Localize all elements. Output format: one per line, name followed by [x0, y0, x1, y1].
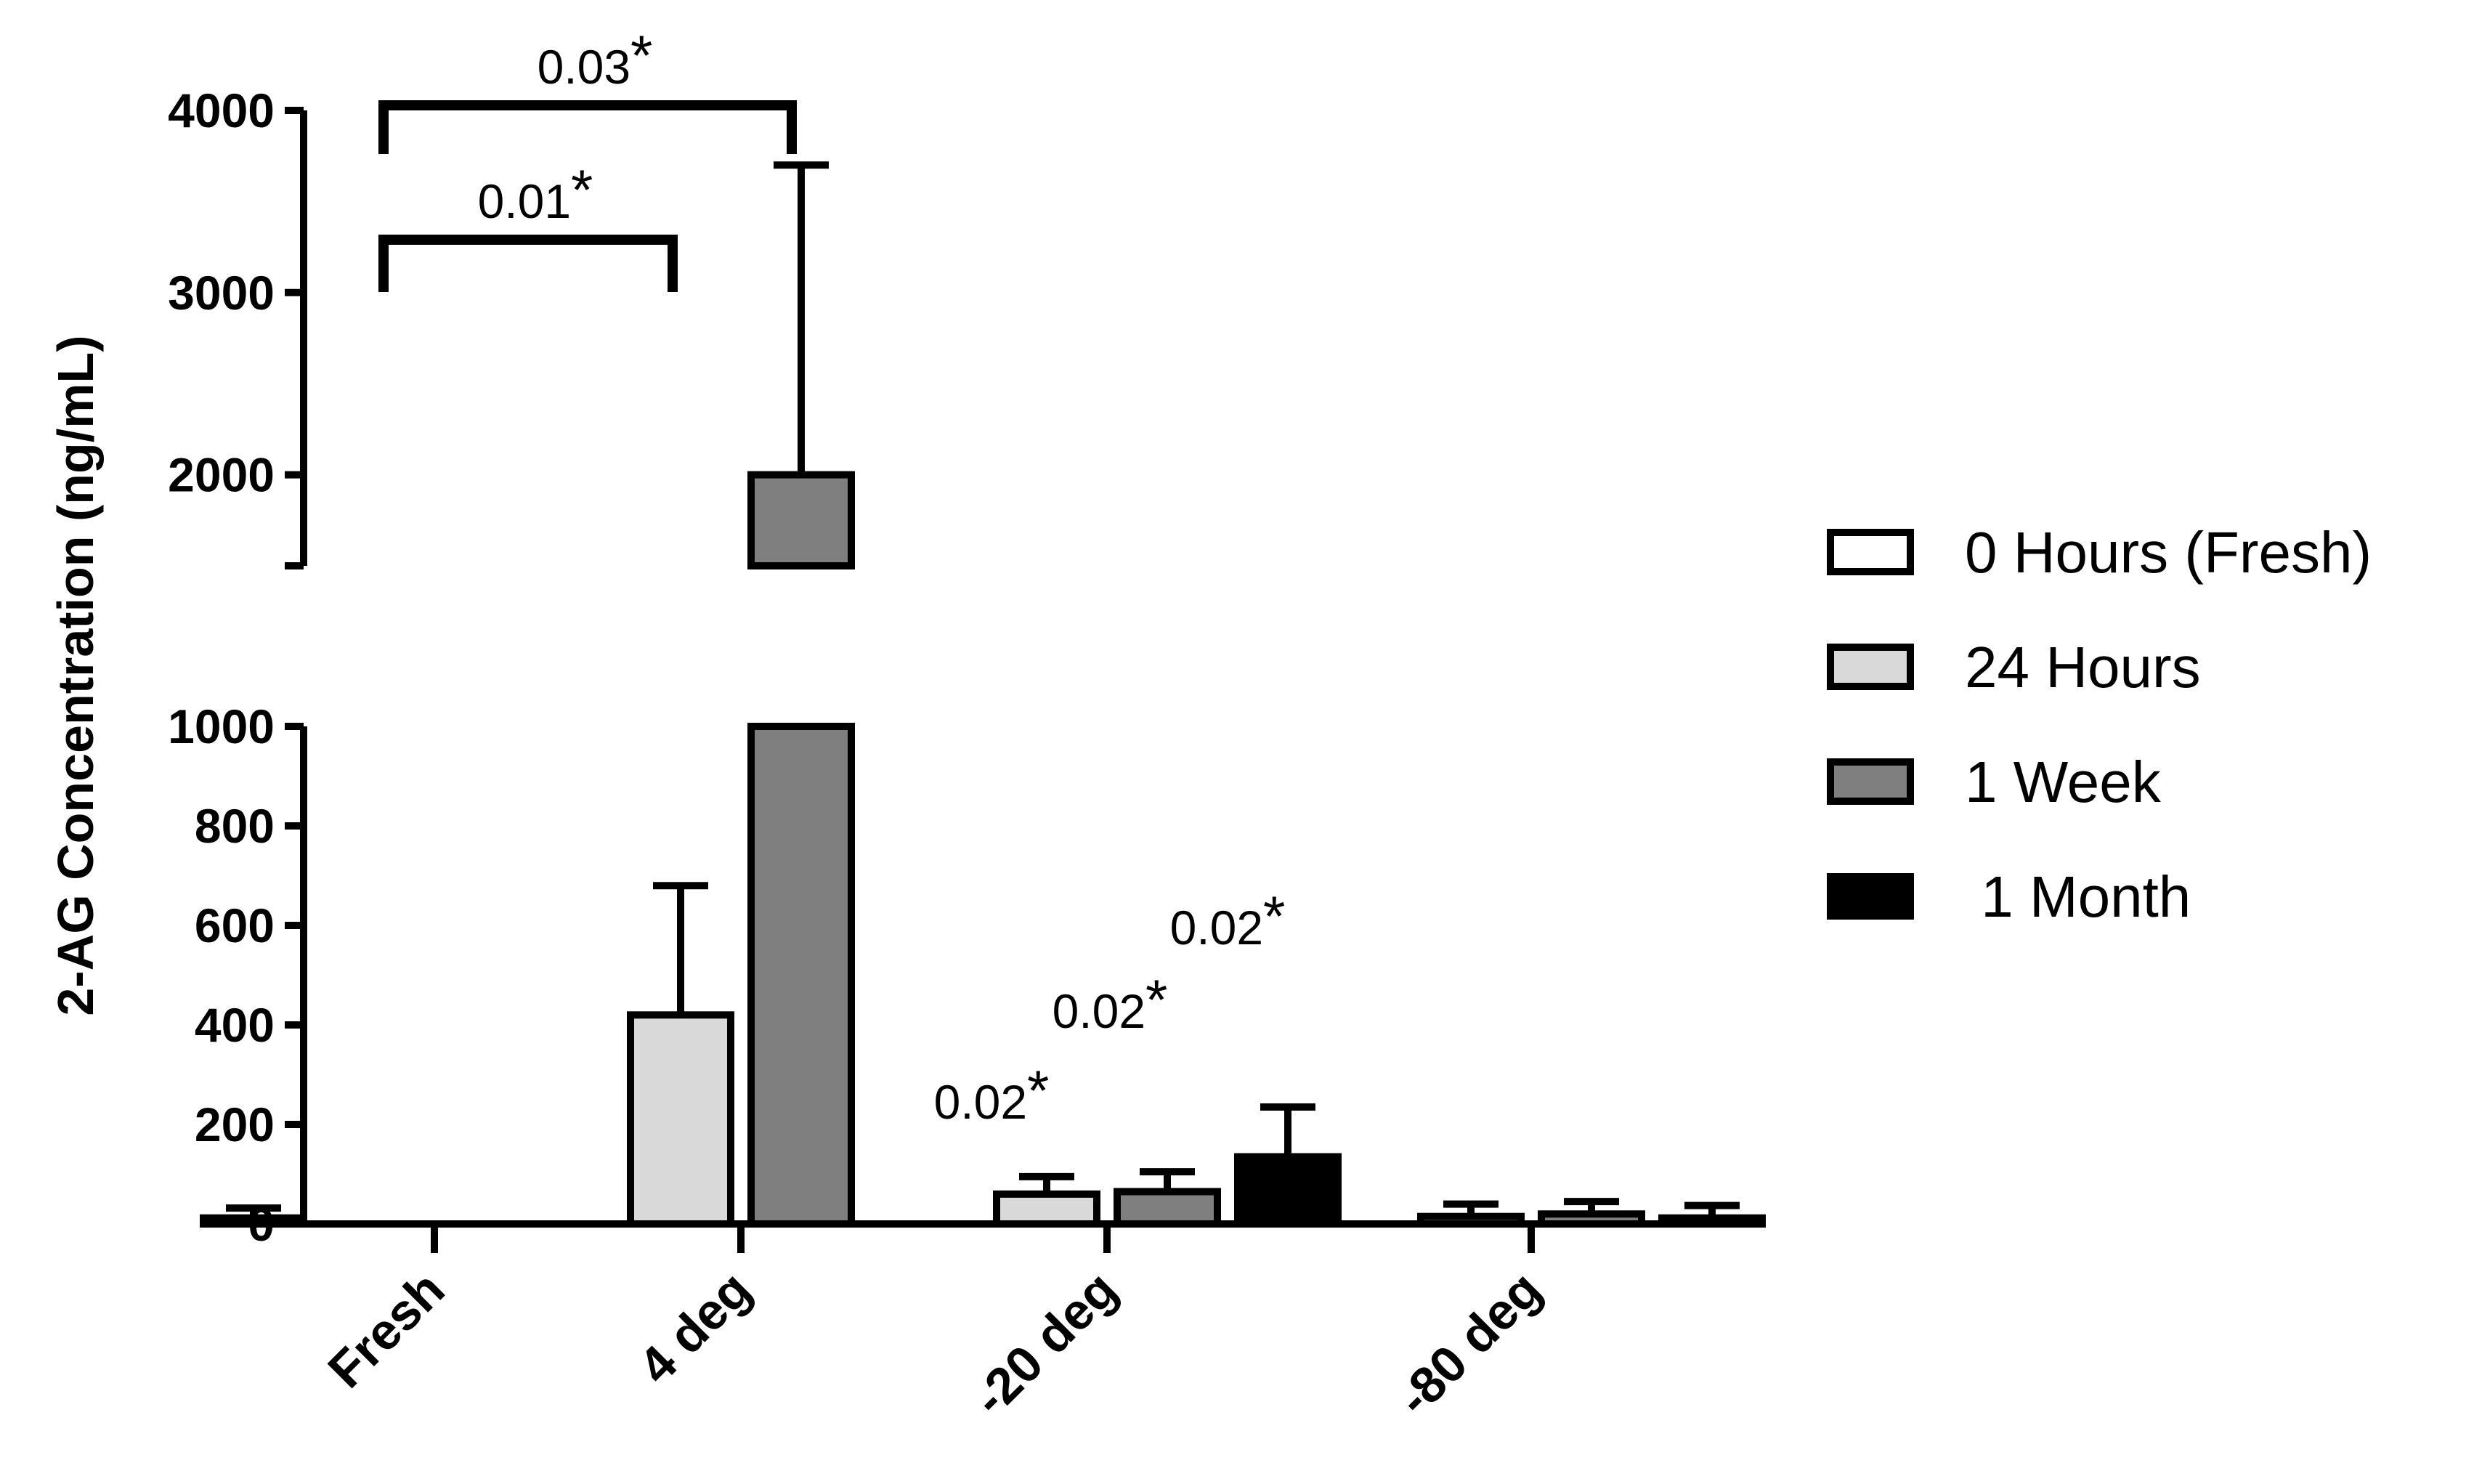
bar	[1417, 1212, 1525, 1228]
axes: 02004006008001000200030004000	[168, 84, 1752, 1253]
bar	[993, 1190, 1100, 1228]
significance-label: 0.02*	[934, 1058, 1050, 1129]
legend-swatch	[1827, 529, 1914, 575]
y-tick-label: 4000	[168, 84, 275, 137]
bar	[1658, 1214, 1766, 1228]
legend-label: 1 Month	[1965, 864, 2191, 929]
category-label: -80 deg	[1386, 1260, 1552, 1426]
bar	[747, 471, 855, 569]
significance-label: 0.02*	[1170, 884, 1286, 954]
legend: 0 Hours (Fresh) 24 Hours 1 Week 1 Month	[1827, 520, 2372, 929]
significance-bracket	[378, 100, 797, 154]
legend-swatch	[1827, 758, 1914, 805]
legend-label: 1 Week	[1965, 750, 2162, 814]
legend-label: 0 Hours (Fresh)	[1965, 520, 2372, 585]
category-label: Fresh	[317, 1260, 455, 1398]
bar	[1538, 1210, 1645, 1228]
bar	[1234, 1153, 1342, 1228]
y-tick-label: 200	[195, 1098, 275, 1151]
bar	[200, 1214, 307, 1228]
category-label: -20 deg	[962, 1260, 1127, 1426]
legend-swatch	[1827, 644, 1914, 690]
significance-label: 0.02*	[1053, 968, 1168, 1038]
legend-swatch	[1827, 873, 1914, 920]
category-label: 4 deg	[628, 1260, 761, 1394]
error-bars	[226, 161, 1740, 1218]
legend-label: 24 Hours	[1965, 635, 2201, 700]
significance-label: 0.01*	[478, 158, 593, 228]
y-tick-label: 400	[195, 998, 275, 1052]
significance-label: 0.03*	[538, 23, 653, 94]
y-tick-label: 3000	[168, 266, 275, 320]
bar	[627, 1011, 734, 1228]
significance-bracket	[378, 235, 678, 292]
category-labels: Fresh 4 deg -20 deg -80 deg	[317, 1260, 1552, 1426]
bar	[1114, 1188, 1221, 1228]
y-axis-label: 2-AG Concentration (ng/mL)	[47, 335, 104, 1015]
y-tick-label: 2000	[168, 448, 275, 502]
significance-annotations: 0.03*0.01*0.02*0.02*0.02*	[378, 23, 1286, 1129]
y-tick-label: 1000	[168, 700, 275, 753]
y-tick-label: 800	[195, 799, 275, 853]
bars	[200, 471, 1766, 1228]
y-tick-label: 600	[195, 899, 275, 952]
bar	[747, 723, 855, 1228]
